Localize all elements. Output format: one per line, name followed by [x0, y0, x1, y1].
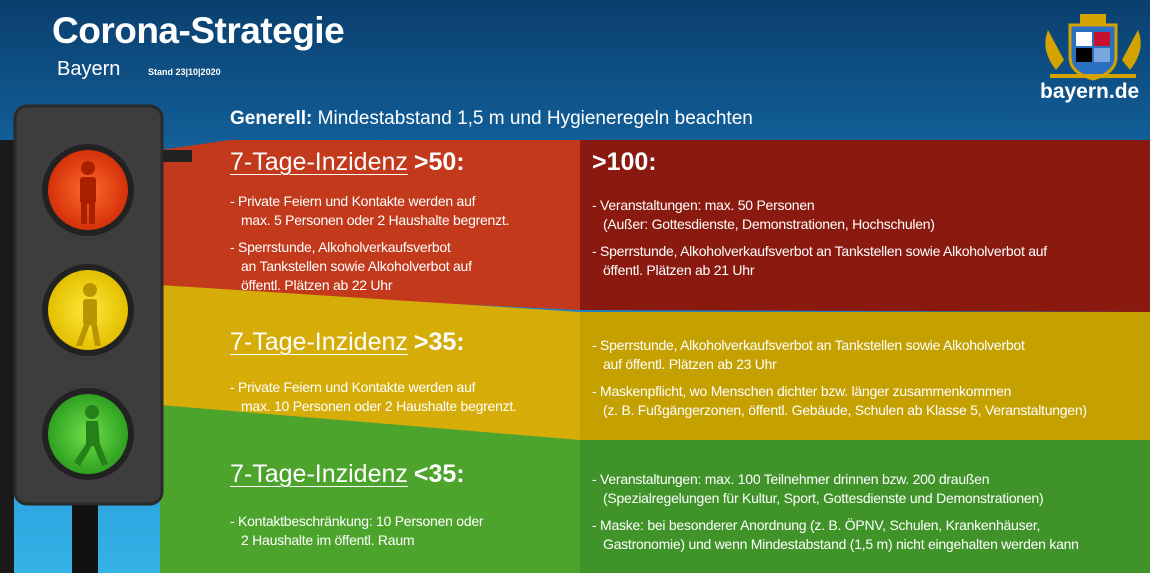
bullet-line: - Kontaktbeschränkung: 10 Personen oder — [230, 513, 484, 529]
bullet: - Private Feiern und Kontakte werden auf… — [230, 192, 509, 230]
bullet: - Sperrstunde, Alkoholverkaufsverbot an … — [592, 242, 1047, 280]
threshold: <35: — [413, 460, 465, 488]
bullet-line: - Sperrstunde, Alkoholverkaufsverbot — [230, 239, 451, 255]
region: Bayern — [57, 58, 121, 80]
site: bayern.de — [1040, 80, 1140, 103]
bullet-line: 2 Haushalte im öffentl. Raum — [241, 532, 415, 548]
bullet-line: öffentl. Plätzen ab 21 Uhr — [603, 262, 755, 278]
bullet-line: an Tankstellen sowie Alkoholverbot auf — [241, 258, 472, 274]
bullet: - Private Feiern und Kontakte werden auf… — [230, 378, 517, 416]
bullet-list: - Private Feiern und Kontakte werden auf… — [230, 192, 509, 303]
bullet: - Veranstaltungen: max. 50 Personen (Auße… — [592, 196, 1047, 234]
bullet: - Kontaktbeschränkung: 10 Personen oder 2… — [230, 512, 484, 550]
bullet-line: - Private Feiern und Kontakte werden auf — [230, 193, 476, 209]
coat-of-arms — [1045, 14, 1141, 81]
level-heading: 7-Tage-Inzidenz >50: — [230, 148, 465, 177]
bullet: - Veranstaltungen: max. 100 Teilnehmer d… — [592, 470, 1079, 508]
bullet-line: - Private Feiern und Kontakte werden auf — [230, 379, 476, 395]
bullet: - Maske: bei besonderer Anordnung (z. B.… — [592, 516, 1079, 554]
bullet: - Maskenpflicht, wo Menschen dichter bzw… — [592, 382, 1087, 420]
bullet-line: (z. B. Fußgängerzonen, öffentl. Gebäude,… — [603, 402, 1087, 418]
bullet-line: - Maske: bei besonderer Anordnung (z. B.… — [592, 517, 1041, 533]
bullet-line: - Veranstaltungen: max. 100 Teilnehmer d… — [592, 471, 990, 487]
bullet-line: (Außer: Gottesdienste, Demonstrationen, … — [603, 216, 935, 232]
right-heading: >100: — [592, 148, 657, 176]
date: Stand 23|10|2020 — [148, 67, 221, 77]
heading-text: 7-Tage-Inzidenz — [230, 328, 408, 356]
heading-text: 7-Tage-Inzidenz — [230, 460, 408, 488]
bullet-list: - Veranstaltungen: max. 100 Teilnehmer d… — [592, 470, 1079, 562]
level-heading: 7-Tage-Inzidenz >35: — [230, 328, 465, 357]
bullet-line: - Veranstaltungen: max. 50 Personen — [592, 197, 815, 213]
bullet-line: Gastronomie) und wenn Mindestabstand (1,… — [603, 536, 1079, 552]
heading-text: 7-Tage-Inzidenz — [230, 148, 408, 176]
bullet-list: - Kontaktbeschränkung: 10 Personen oder 2… — [230, 512, 484, 558]
general-text: Mindestabstand 1,5 m und Hygieneregeln b… — [317, 108, 753, 129]
bullet-line: max. 5 Personen oder 2 Haushalte begrenz… — [241, 212, 510, 228]
bullet-line: (Spezialregelungen für Kultur, Sport, Go… — [603, 490, 1044, 506]
bullet-line: - Maskenpflicht, wo Menschen dichter bzw… — [592, 383, 1012, 399]
bullet-line: - Sperrstunde, Alkoholverkaufsverbot an … — [592, 337, 1025, 353]
bullet: - Sperrstunde, Alkoholverkaufsverbot an T… — [230, 238, 509, 295]
bullet: - Sperrstunde, Alkoholverkaufsverbot an … — [592, 336, 1087, 374]
bullet-line: - Sperrstunde, Alkoholverkaufsverbot an … — [592, 243, 1047, 259]
threshold: >50: — [413, 148, 465, 176]
bullet-list: - Veranstaltungen: max. 50 Personen (Auße… — [592, 196, 1047, 288]
level-heading: 7-Tage-Inzidenz <35: — [230, 460, 465, 489]
bullet-line: max. 10 Personen oder 2 Haushalte begren… — [241, 398, 517, 414]
general-note: Generell: Mindestabstand 1,5 m und Hygie… — [230, 108, 753, 130]
threshold: >35: — [413, 328, 465, 356]
bullet-list: - Private Feiern und Kontakte werden auf… — [230, 378, 517, 424]
bullet-list: - Sperrstunde, Alkoholverkaufsverbot an … — [592, 336, 1087, 428]
title: Corona-Strategie — [52, 10, 345, 51]
bullet-line: öffentl. Plätzen ab 22 Uhr — [241, 277, 393, 293]
bullet-line: auf öffentl. Plätzen ab 23 Uhr — [603, 356, 777, 372]
general-label: Generell: — [230, 108, 313, 129]
